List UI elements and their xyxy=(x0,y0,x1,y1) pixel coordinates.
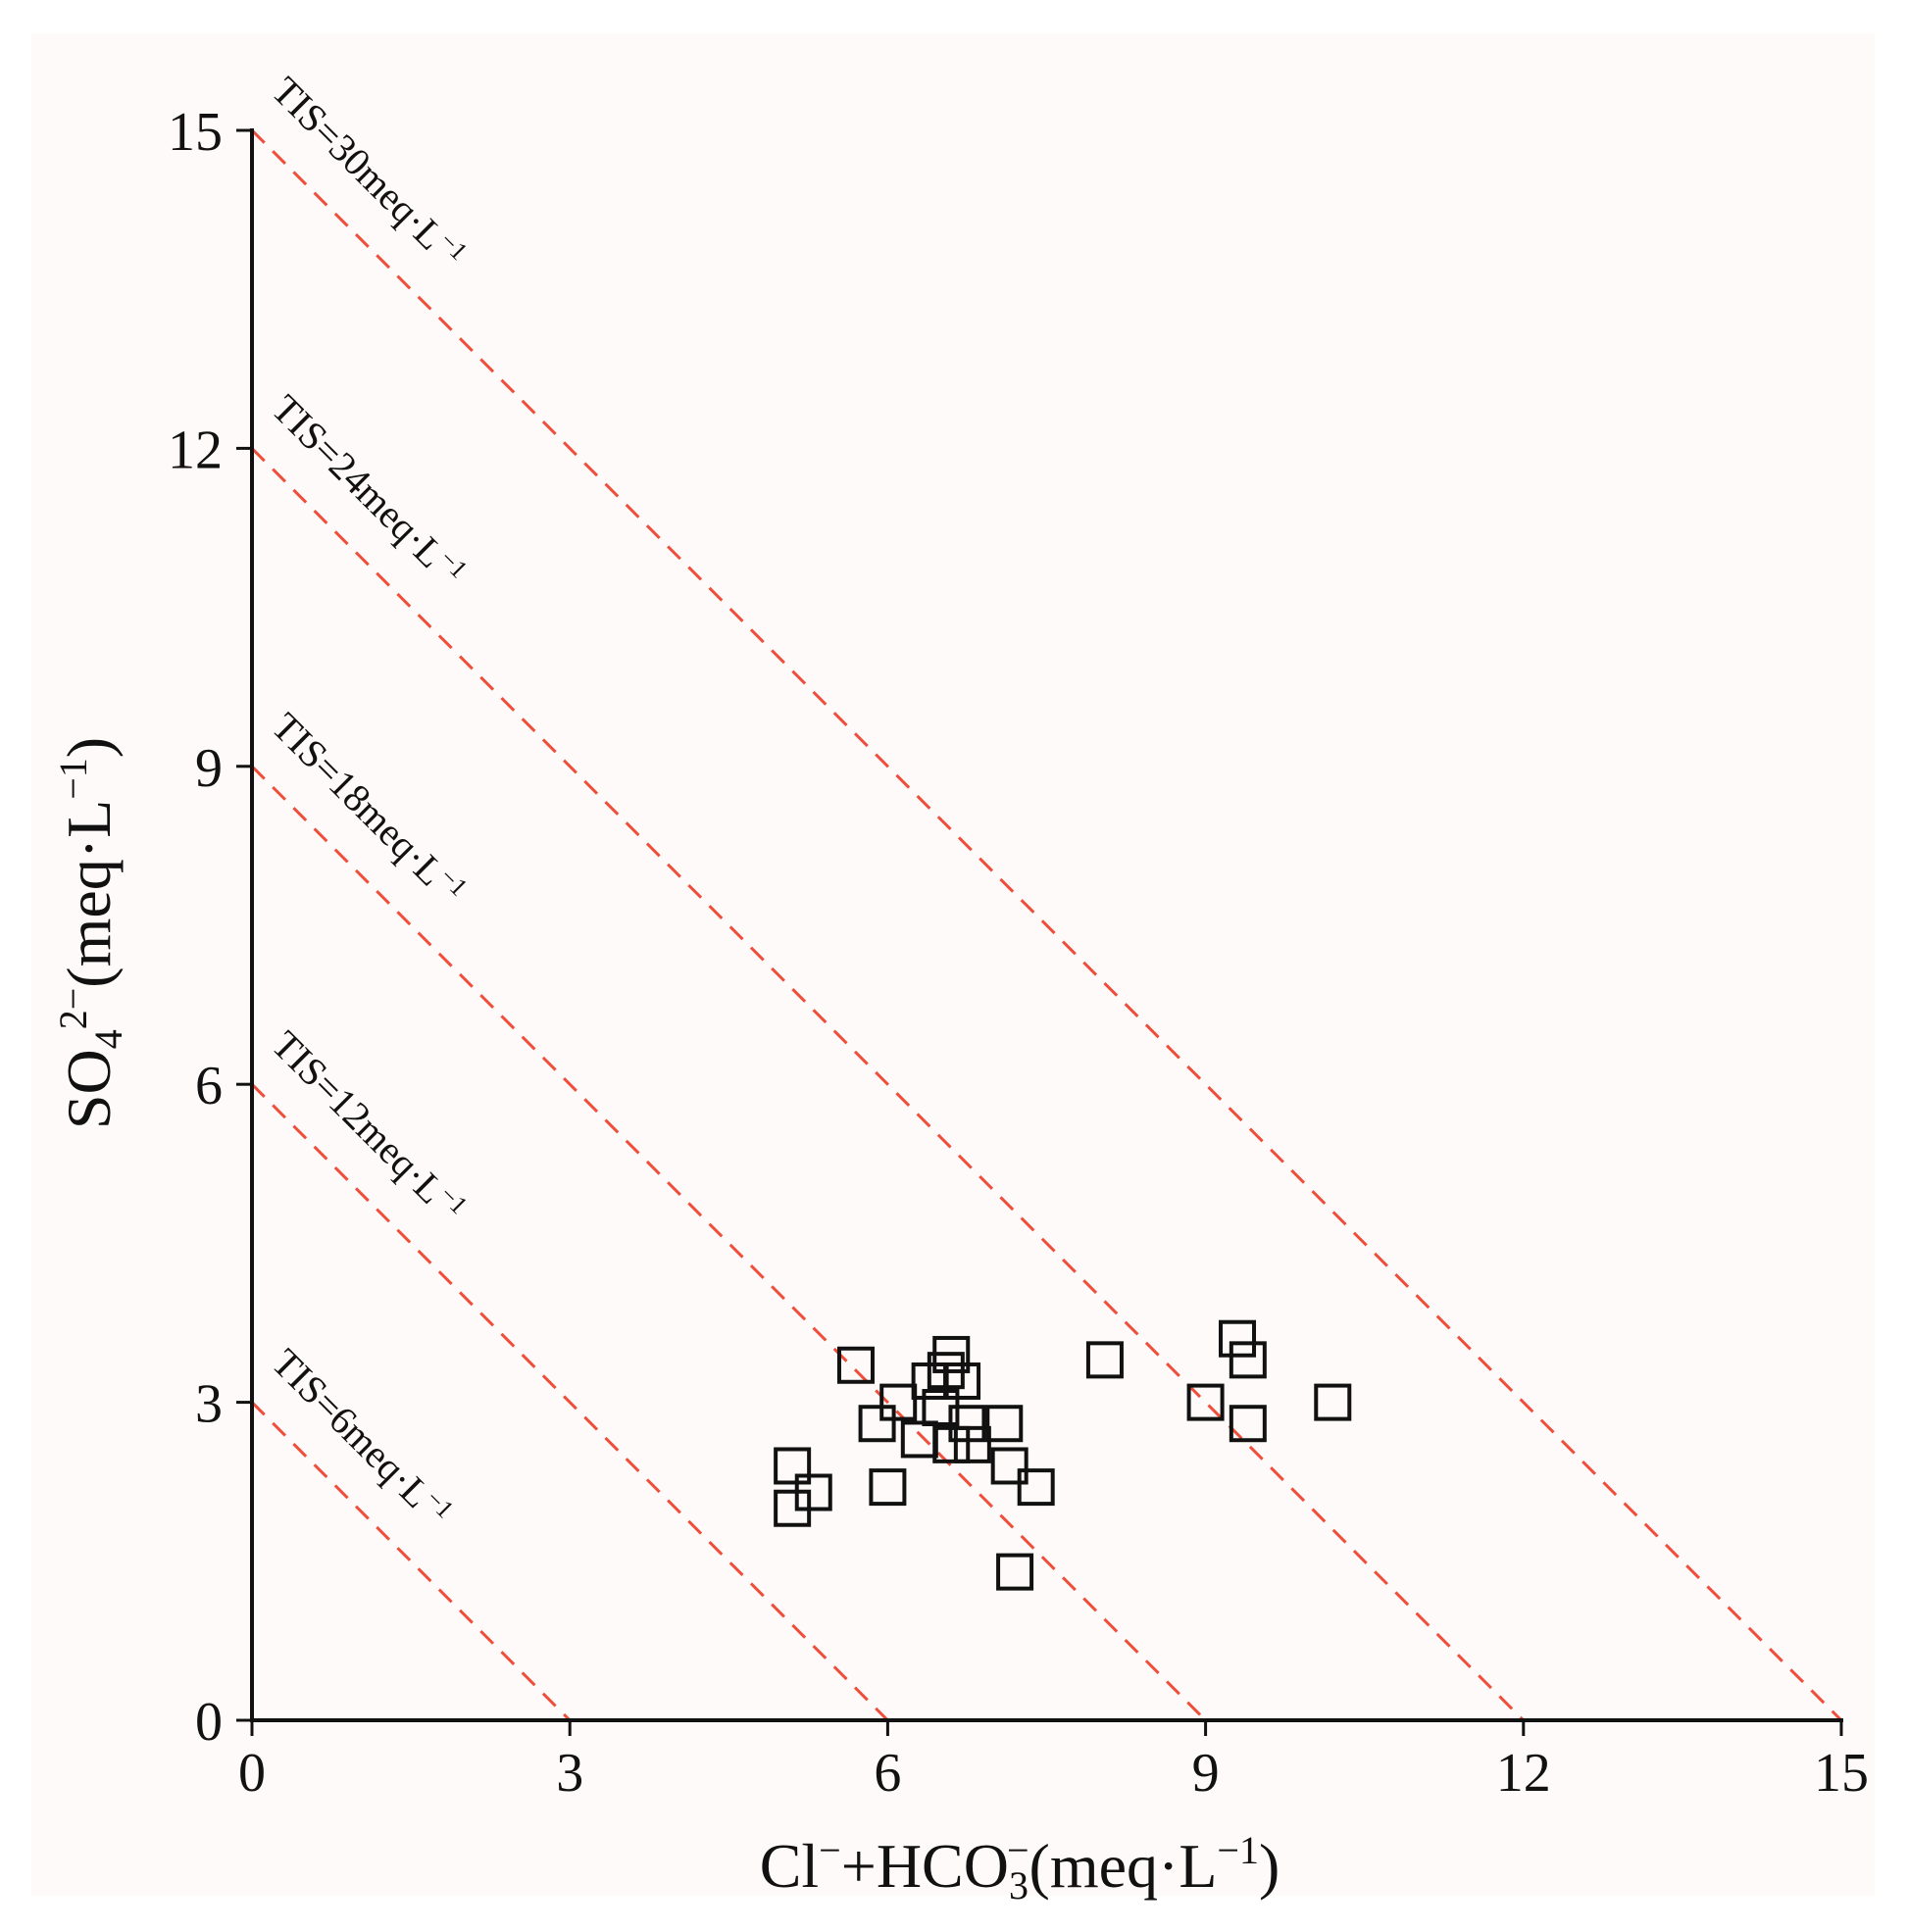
ticks-group: 0 3 6 9 12 15 0 3 6 9 12 15 xyxy=(168,102,1869,1804)
y-tick-label: 12 xyxy=(168,420,223,480)
tis-line-6 xyxy=(250,1401,572,1722)
axes-group xyxy=(250,128,1843,1722)
data-point xyxy=(1314,1383,1352,1421)
x-tick-label: 12 xyxy=(1496,1743,1551,1804)
data-point xyxy=(985,1405,1024,1443)
y-tick-label: 9 xyxy=(195,738,223,799)
data-point xyxy=(836,1346,875,1384)
x-tick-label: 3 xyxy=(556,1743,583,1804)
y-axis-title: SO42−(meq·L−1) xyxy=(51,737,130,1129)
tis-line-18 xyxy=(250,765,1207,1722)
y-tick-label: 3 xyxy=(195,1374,223,1435)
data-point xyxy=(1017,1468,1055,1507)
tis-label-6: TIS=6meq·L−1 xyxy=(264,1339,460,1535)
data-point xyxy=(900,1420,938,1459)
data-point xyxy=(879,1383,918,1421)
data-point xyxy=(774,1447,812,1485)
data-points-group xyxy=(774,1319,1352,1591)
tis-line-30 xyxy=(250,128,1843,1722)
y-tick-label: 0 xyxy=(195,1692,223,1753)
x-tick-label: 0 xyxy=(238,1743,266,1804)
x-axis-title: Cl−+HCO3−(meq·L−1) xyxy=(760,1828,1280,1907)
data-point xyxy=(990,1447,1029,1485)
tis-lines-group xyxy=(250,128,1843,1722)
data-point xyxy=(1229,1341,1267,1379)
data-point xyxy=(1229,1405,1267,1443)
data-point xyxy=(1219,1319,1257,1358)
data-point xyxy=(953,1425,991,1463)
y-tick-label: 6 xyxy=(195,1056,223,1116)
tis-labels-group: TIS=6meq·L−1TIS=12meq·L−1TIS=18meq·L−1TI… xyxy=(264,69,474,1535)
data-point xyxy=(948,1405,986,1443)
data-point xyxy=(1186,1383,1225,1421)
tis-line-24 xyxy=(250,447,1525,1722)
data-point xyxy=(869,1468,907,1507)
data-point xyxy=(774,1489,812,1527)
y-tick-label: 15 xyxy=(168,102,223,163)
data-point xyxy=(1085,1341,1124,1379)
x-tick-label: 9 xyxy=(1192,1743,1220,1804)
data-point xyxy=(996,1553,1034,1591)
chart-background xyxy=(31,33,1875,1896)
data-point xyxy=(858,1405,896,1443)
tis-line-12 xyxy=(250,1083,889,1722)
data-point xyxy=(943,1362,981,1400)
x-tick-label: 15 xyxy=(1814,1743,1869,1804)
x-tick-label: 6 xyxy=(874,1743,901,1804)
